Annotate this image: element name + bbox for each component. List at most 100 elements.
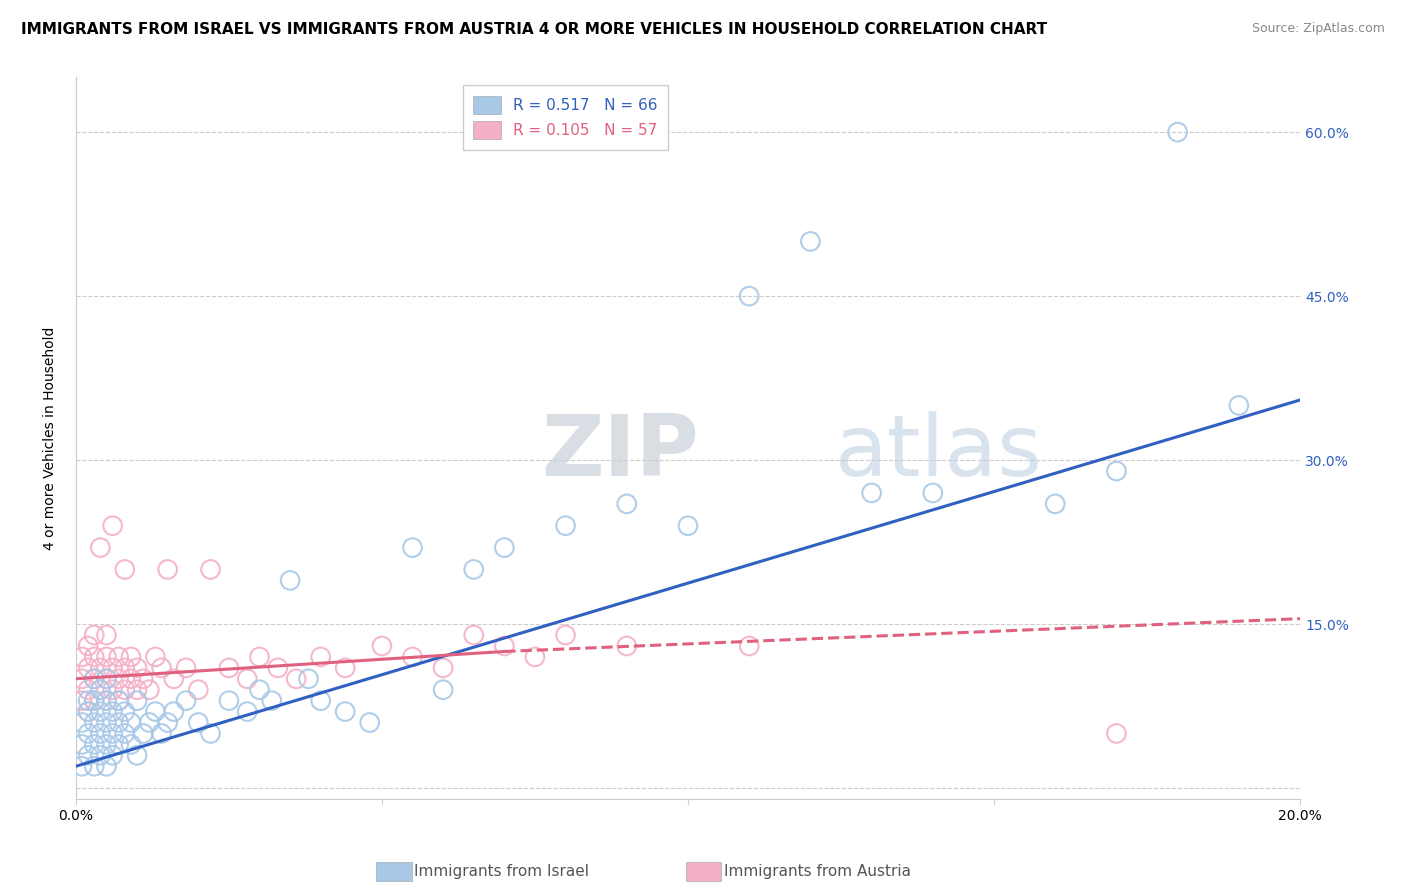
Point	[96, 672, 118, 686]
Point	[138, 682, 160, 697]
Point	[278, 574, 301, 588]
Point	[335, 661, 357, 675]
Point	[145, 705, 167, 719]
Point	[77, 682, 100, 697]
Point	[125, 693, 148, 707]
Point	[297, 672, 319, 686]
Point	[70, 738, 93, 752]
Point	[554, 628, 576, 642]
Point	[738, 639, 761, 653]
Point	[616, 497, 638, 511]
Point	[138, 715, 160, 730]
Point	[432, 682, 454, 697]
Point	[1045, 497, 1067, 511]
Point	[616, 639, 638, 653]
Point	[114, 661, 136, 675]
Point	[174, 693, 197, 707]
Point	[120, 715, 142, 730]
Point	[89, 726, 111, 740]
Point	[120, 738, 142, 752]
Point	[401, 541, 423, 555]
Point	[1167, 125, 1189, 139]
Point	[799, 235, 821, 249]
Legend: R = 0.517   N = 66, R = 0.105   N = 57: R = 0.517 N = 66, R = 0.105 N = 57	[463, 85, 668, 150]
Point	[249, 649, 271, 664]
Point	[1105, 464, 1128, 478]
Point	[77, 693, 100, 707]
Point	[96, 672, 118, 686]
Point	[107, 693, 129, 707]
Point	[83, 715, 105, 730]
Point	[77, 705, 100, 719]
Point	[101, 705, 124, 719]
Point	[114, 562, 136, 576]
Point	[83, 672, 105, 686]
Point	[150, 661, 173, 675]
Point	[96, 649, 118, 664]
Point	[156, 715, 179, 730]
Point	[96, 628, 118, 642]
Point	[83, 649, 105, 664]
Point	[163, 705, 186, 719]
Point	[125, 682, 148, 697]
Text: atlas: atlas	[835, 411, 1043, 494]
Point	[554, 518, 576, 533]
Point	[114, 682, 136, 697]
Point	[150, 726, 173, 740]
Y-axis label: 4 or more Vehicles in Household: 4 or more Vehicles in Household	[44, 326, 58, 550]
Point	[83, 628, 105, 642]
Point	[101, 682, 124, 697]
Point	[359, 715, 381, 730]
Point	[260, 693, 283, 707]
Point	[70, 759, 93, 773]
Point	[921, 486, 943, 500]
Point	[218, 661, 240, 675]
Point	[494, 639, 516, 653]
Text: ZIP: ZIP	[541, 411, 699, 494]
Point	[107, 715, 129, 730]
Point	[77, 748, 100, 763]
Point	[676, 518, 699, 533]
Point	[463, 562, 485, 576]
Point	[83, 759, 105, 773]
Point	[70, 649, 93, 664]
Point	[89, 541, 111, 555]
Point	[101, 661, 124, 675]
Point	[96, 738, 118, 752]
Point	[70, 672, 93, 686]
Point	[107, 649, 129, 664]
Point	[70, 693, 93, 707]
Point	[107, 693, 129, 707]
Point	[738, 289, 761, 303]
Point	[860, 486, 883, 500]
Point	[432, 661, 454, 675]
Point	[335, 705, 357, 719]
Point	[163, 672, 186, 686]
Point	[89, 661, 111, 675]
Point	[200, 726, 222, 740]
Point	[83, 693, 105, 707]
Point	[77, 661, 100, 675]
Point	[89, 682, 111, 697]
Point	[1227, 399, 1250, 413]
Point	[174, 661, 197, 675]
Point	[89, 748, 111, 763]
Point	[285, 672, 308, 686]
Point	[77, 639, 100, 653]
Point	[107, 738, 129, 752]
Text: Source: ZipAtlas.com: Source: ZipAtlas.com	[1251, 22, 1385, 36]
Point	[145, 649, 167, 664]
Point	[96, 693, 118, 707]
Point	[96, 693, 118, 707]
Point	[114, 705, 136, 719]
Point	[267, 661, 290, 675]
Point	[523, 649, 546, 664]
Point	[83, 738, 105, 752]
Point	[309, 693, 332, 707]
Point	[463, 628, 485, 642]
Point	[156, 562, 179, 576]
Point	[236, 672, 259, 686]
Text: Immigrants from Israel: Immigrants from Israel	[415, 864, 589, 879]
Point	[83, 693, 105, 707]
Point	[89, 682, 111, 697]
